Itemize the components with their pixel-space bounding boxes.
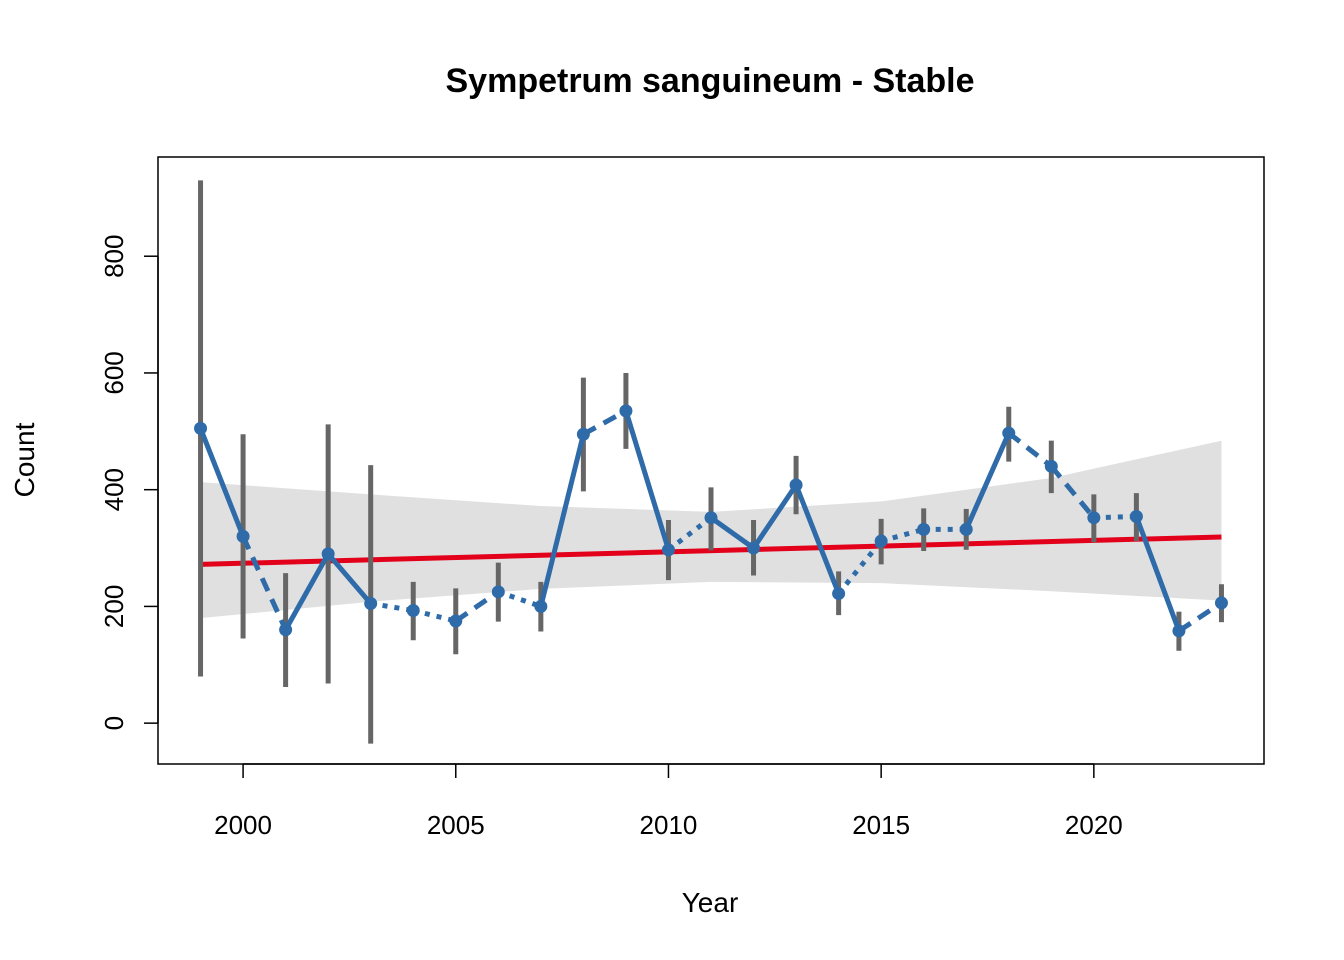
series-segment [538,433,586,608]
data-point [534,599,548,613]
plot-frame [157,156,1265,765]
series-segment [751,483,799,550]
data-point [832,587,846,601]
data-point [1214,596,1228,610]
y-tick-label: 800 [99,235,129,278]
series-segment [497,589,542,609]
data-point [576,427,590,441]
series-segment [412,608,457,624]
x-axis-label: Year [682,887,739,918]
series-segment [1007,431,1053,469]
data-point [1002,426,1016,440]
data-point [406,603,420,617]
chart-title: Sympetrum sanguineum - Stable [446,62,975,100]
series-segment [1134,515,1182,632]
series-segment [240,535,288,631]
x-tick-label: 2020 [1065,810,1123,840]
series-segment [880,526,925,544]
series-segment [666,515,713,552]
data-point [364,596,378,610]
y-axis-label: Count [9,422,40,497]
data-point [279,623,293,637]
data-point [1129,510,1143,524]
series-segment [1177,600,1223,634]
plot-area: 2000 2005 2010 2015 2020 0 200 400 600 800 [99,156,1265,840]
y-tick-label: 200 [99,585,129,628]
series-segment [454,589,500,624]
data-point [321,547,335,561]
series-segment [793,484,841,595]
y-tick-label: 400 [99,468,129,511]
data-point [661,543,675,557]
data-point [236,529,250,543]
x-tick-label: 2000 [214,810,272,840]
series-segment [198,427,246,538]
series-segment [709,515,755,551]
data-point [1172,624,1186,638]
data-point [874,534,888,548]
x-tick-label: 2010 [640,810,698,840]
y-tick-label: 0 [99,716,129,730]
data-point [959,522,973,536]
data-point [704,511,718,525]
data-point [1087,511,1101,525]
data-point [619,404,633,418]
data-point [747,541,761,555]
series-segment [1049,464,1096,520]
series-segment [623,410,671,551]
data-point [789,478,803,492]
x-tick-label: 2005 [427,810,485,840]
data-point [449,614,463,628]
series-segment [963,432,1012,531]
data-point [1044,459,1058,473]
data-point [194,421,208,435]
x-tick-label: 2015 [852,810,910,840]
series-segment [326,552,373,606]
data-point [491,585,505,599]
data-point [917,522,931,536]
series-segment [582,408,628,437]
y-tick-label: 600 [99,351,129,394]
series-segment [283,552,331,631]
